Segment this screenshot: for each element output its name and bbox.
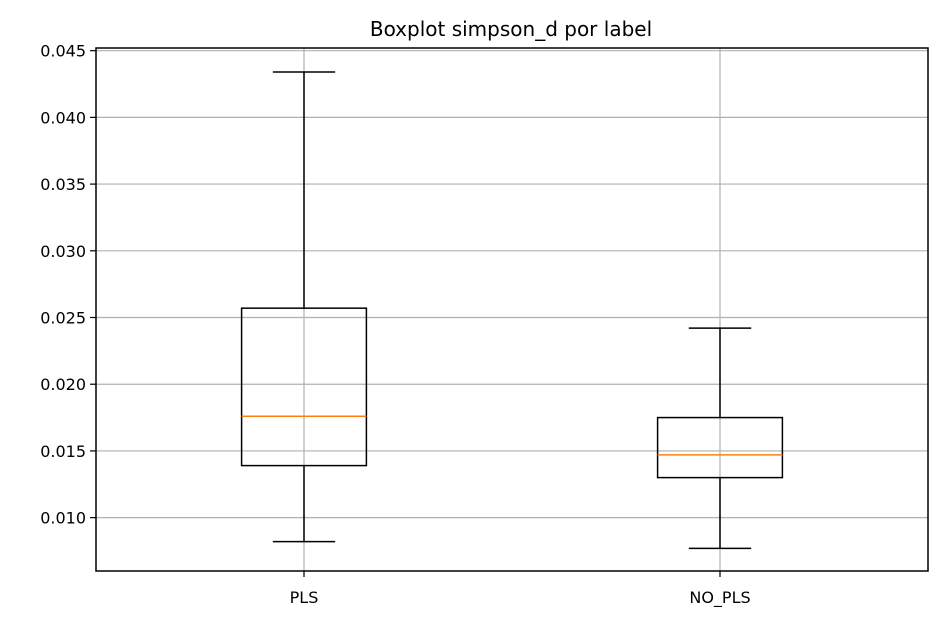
iqr-box [656, 416, 784, 479]
x-tick-label: NO_PLS [689, 588, 750, 608]
y-tick-label: 0.010 [40, 509, 86, 528]
y-tick-label: 0.030 [40, 242, 86, 261]
y-tick-label: 0.025 [40, 309, 86, 328]
y-tick-label: 0.020 [40, 375, 86, 394]
box-pls [240, 71, 368, 543]
y-tick-label: 0.040 [40, 108, 86, 127]
y-tick-label: 0.035 [40, 175, 86, 194]
box-no-pls [656, 327, 784, 550]
axis-layer: 0.010 0.015 0.020 0.025 0.030 0.035 0.040 0.045… [40, 42, 750, 608]
box-layer [240, 71, 784, 550]
x-tick-label: PLS [290, 588, 319, 607]
plot-frame [95, 47, 929, 572]
y-tick-label: 0.015 [40, 442, 86, 461]
iqr-box [240, 307, 368, 467]
chart-title: Boxplot simpson_d por label [370, 17, 652, 41]
grid-layer [96, 48, 928, 571]
y-tick-label: 0.045 [40, 42, 86, 61]
